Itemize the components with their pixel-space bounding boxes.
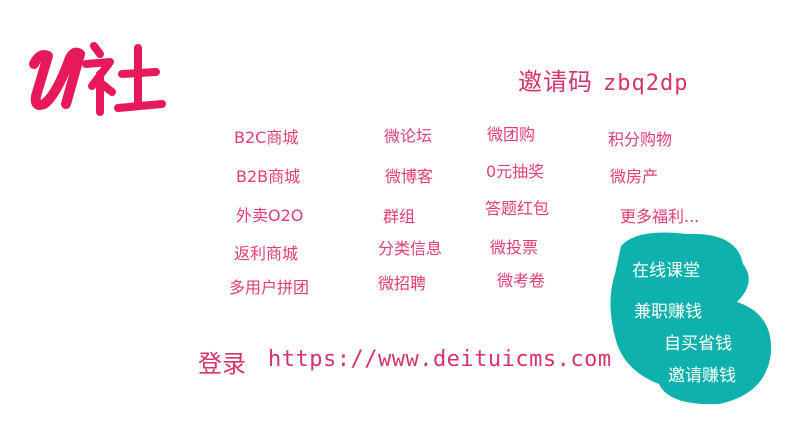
- invite-earn-link[interactable]: 邀请赚钱: [668, 366, 736, 386]
- feature-more-benefits[interactable]: 更多福利...: [620, 207, 700, 226]
- feature-points-shopping[interactable]: 积分购物: [608, 130, 673, 149]
- invite-code: 邀请码 zbq2dp: [518, 62, 688, 97]
- earn-panel-blob: [610, 232, 772, 405]
- feature-wei-exam[interactable]: 微考卷: [497, 271, 546, 290]
- invite-code-value[interactable]: zbq2dp: [603, 71, 689, 96]
- feature-b2b-mall[interactable]: B2B商城: [236, 167, 301, 186]
- self-buy-save-link[interactable]: 自买省钱: [664, 334, 732, 354]
- feature-free-lottery[interactable]: 0元抽奖: [486, 162, 545, 181]
- feature-wei-realestate[interactable]: 微房产: [610, 167, 659, 186]
- feature-group-buy[interactable]: 微团购: [487, 125, 536, 144]
- login-label: 登录: [198, 350, 246, 378]
- feature-takeout-o2o[interactable]: 外卖O2O: [236, 206, 304, 225]
- feature-b2c-mall[interactable]: B2C商城: [234, 128, 299, 147]
- feature-wei-forum[interactable]: 微论坛: [383, 126, 433, 146]
- feature-wei-blog[interactable]: 微博客: [385, 167, 434, 186]
- feature-rebate-mall[interactable]: 返利商城: [234, 244, 299, 263]
- online-classroom-link[interactable]: 在线课堂: [632, 261, 700, 281]
- feature-quiz-redpacket[interactable]: 答题红包: [485, 199, 550, 218]
- feature-wei-vote[interactable]: 微投票: [490, 238, 539, 257]
- feature-classifieds[interactable]: 分类信息: [378, 239, 443, 258]
- login-url-link[interactable]: https://www.deituicms.com: [268, 347, 612, 372]
- feature-multiuser-group[interactable]: 多用户拼团: [229, 278, 310, 297]
- feature-groups[interactable]: 群组: [383, 207, 416, 226]
- u-she-logo: [29, 42, 166, 116]
- invite-label: 邀请码: [518, 68, 593, 96]
- part-time-earn-link[interactable]: 兼职赚钱: [634, 302, 702, 322]
- feature-wei-recruit[interactable]: 微招聘: [378, 274, 427, 293]
